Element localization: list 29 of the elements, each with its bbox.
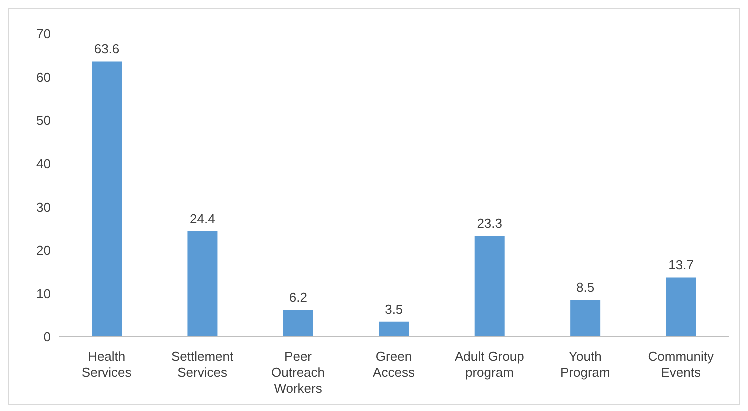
- data-label: 3.5: [385, 302, 404, 317]
- data-label: 13.7: [668, 258, 694, 273]
- bar: [474, 236, 505, 337]
- x-tick-label: Community Events: [648, 349, 715, 380]
- data-label: 8.5: [576, 280, 595, 296]
- data-label: 24.4: [190, 211, 216, 226]
- bar: [570, 300, 601, 337]
- x-tick-label: Peer Outreach Workers: [272, 349, 326, 396]
- y-tick-label: 50: [36, 113, 51, 128]
- y-tick-label: 60: [36, 70, 51, 85]
- data-label: 6.2: [289, 290, 308, 306]
- bar: [92, 62, 122, 337]
- y-tick-label: 20: [36, 243, 51, 258]
- data-label: 63.6: [94, 42, 120, 57]
- x-tick-label: Youth Program: [560, 349, 610, 380]
- bar: [666, 278, 696, 337]
- bar: [379, 322, 410, 337]
- bar: [283, 310, 314, 337]
- y-tick-label: 10: [36, 286, 51, 302]
- y-tick-label: 70: [36, 26, 51, 42]
- y-tick-label: 0: [44, 330, 51, 345]
- x-tick-label: Green Access: [373, 349, 416, 380]
- bar: [188, 231, 218, 337]
- x-tick-label: Settlement Services: [171, 349, 234, 380]
- x-tick-label: Adult Group program: [455, 349, 524, 380]
- x-tick-label: Health Services: [82, 349, 132, 380]
- y-tick-label: 30: [36, 200, 51, 215]
- y-tick-label: 40: [36, 156, 51, 172]
- data-label: 23.3: [477, 216, 503, 232]
